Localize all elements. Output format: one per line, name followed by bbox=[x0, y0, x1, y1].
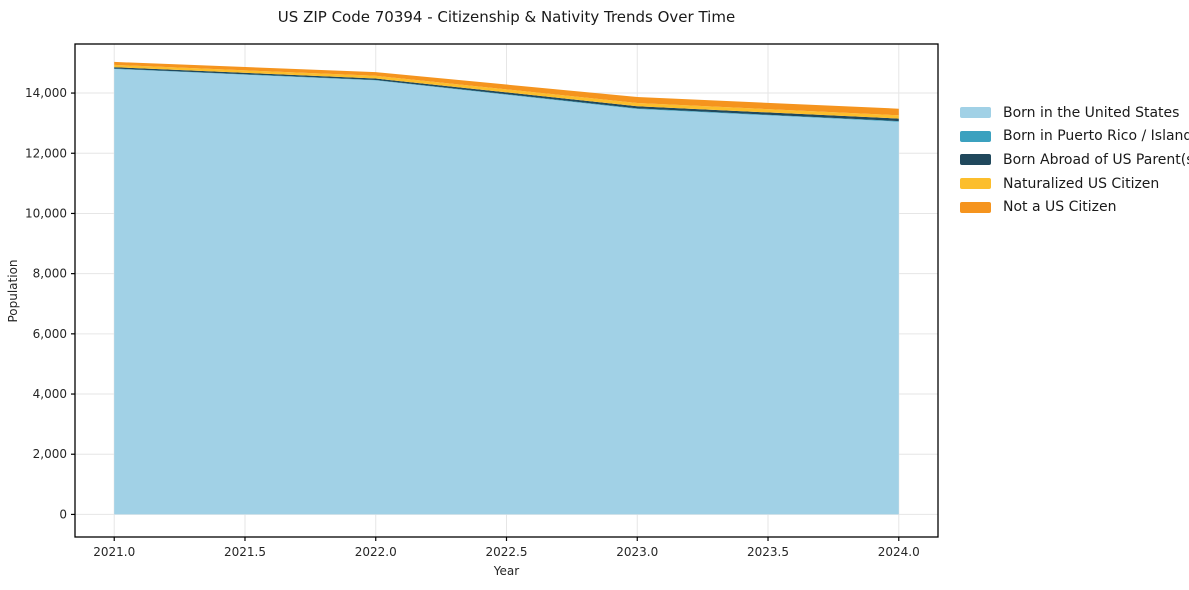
y-tick-label: 14,000 bbox=[25, 86, 67, 100]
x-tick-label: 2022.0 bbox=[355, 545, 397, 559]
legend-item-born-pr: Born in Puerto Rico / Islands bbox=[960, 125, 1189, 149]
y-tick-label: 6,000 bbox=[33, 327, 67, 341]
legend-item-not-citizen: Not a US Citizen bbox=[960, 195, 1189, 219]
legend-swatch-born-us bbox=[960, 107, 991, 119]
x-tick-label: 2023.5 bbox=[747, 545, 789, 559]
legend-swatch-born-abroad bbox=[960, 154, 991, 166]
chart-title: US ZIP Code 70394 - Citizenship & Nativi… bbox=[277, 8, 736, 26]
legend-label: Born Abroad of US Parent(s) bbox=[1003, 151, 1189, 168]
x-tick-label: 2023.0 bbox=[616, 545, 658, 559]
legend-swatch-not-citizen bbox=[960, 201, 991, 213]
legend-swatch-born-pr bbox=[960, 130, 991, 142]
legend-label: Naturalized US Citizen bbox=[1003, 175, 1160, 192]
area-naturalized bbox=[114, 64, 899, 119]
legend-item-naturalized: Naturalized US Citizen bbox=[960, 172, 1189, 196]
legend-item-born-abroad: Born Abroad of US Parent(s) bbox=[960, 148, 1189, 172]
y-axis-label: Population bbox=[6, 259, 20, 323]
area-born-us bbox=[114, 69, 899, 515]
y-tick-label: 12,000 bbox=[25, 146, 67, 160]
x-tick-label: 2024.0 bbox=[878, 545, 920, 559]
legend-swatch-naturalized bbox=[960, 178, 991, 190]
y-tick-label: 10,000 bbox=[25, 206, 67, 220]
area-born-abroad bbox=[114, 67, 899, 122]
y-tick-label: 0 bbox=[59, 507, 67, 521]
legend-label: Born in Puerto Rico / Islands bbox=[1003, 128, 1189, 145]
y-tick-label: 2,000 bbox=[33, 447, 67, 461]
x-axis-label: Year bbox=[493, 564, 520, 578]
x-tick-label: 2021.0 bbox=[93, 545, 135, 559]
y-tick-label: 4,000 bbox=[33, 387, 67, 401]
legend-label: Born in the United States bbox=[1003, 104, 1180, 121]
area-not-citizen bbox=[114, 61, 899, 116]
legend-label: Not a US Citizen bbox=[1003, 199, 1117, 216]
legend-item-born-us: Born in the United States bbox=[960, 101, 1189, 125]
x-tick-label: 2022.5 bbox=[486, 545, 528, 559]
y-tick-label: 8,000 bbox=[33, 267, 67, 281]
x-tick-label: 2021.5 bbox=[224, 545, 266, 559]
legend: Born in the United States Born in Puerto … bbox=[960, 101, 1189, 219]
